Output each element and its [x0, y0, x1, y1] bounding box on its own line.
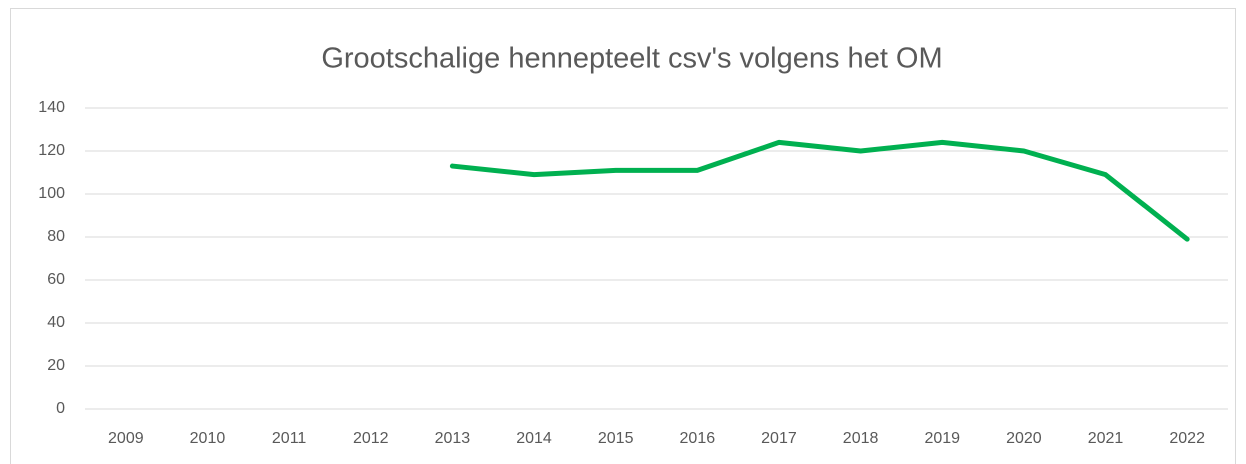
- y-tick-label: 20: [47, 357, 65, 374]
- x-tick-label: 2022: [1169, 430, 1205, 447]
- x-tick-label: 2012: [353, 430, 389, 447]
- y-tick-label: 60: [47, 271, 65, 288]
- x-tick-label: 2020: [1006, 430, 1042, 447]
- data-line: [449, 139, 1190, 242]
- x-tick-label: 2015: [598, 430, 634, 447]
- x-tick-label: 2009: [108, 430, 144, 447]
- chart-border: [10, 8, 1236, 464]
- y-tick-label: 40: [47, 314, 65, 331]
- x-tick-label: 2017: [761, 430, 797, 447]
- y-tick-label: 120: [38, 142, 65, 159]
- x-tick-label: 2016: [680, 430, 716, 447]
- chart-title: Grootschalige hennepteelt csv's volgens …: [321, 43, 942, 75]
- y-tick-label: 80: [47, 228, 65, 245]
- x-tick-label: 2011: [272, 430, 307, 447]
- y-tick-label: 100: [38, 185, 65, 202]
- x-tick-label: 2018: [843, 430, 879, 447]
- y-tick-label: 0: [56, 400, 65, 417]
- x-tick-label: 2014: [516, 430, 552, 447]
- x-tick-label: 2021: [1088, 430, 1124, 447]
- x-tick-label: 2019: [924, 430, 960, 447]
- x-tick-label: 2010: [190, 430, 226, 447]
- x-tick-label: 2013: [435, 430, 471, 447]
- y-tick-label: 140: [38, 99, 65, 116]
